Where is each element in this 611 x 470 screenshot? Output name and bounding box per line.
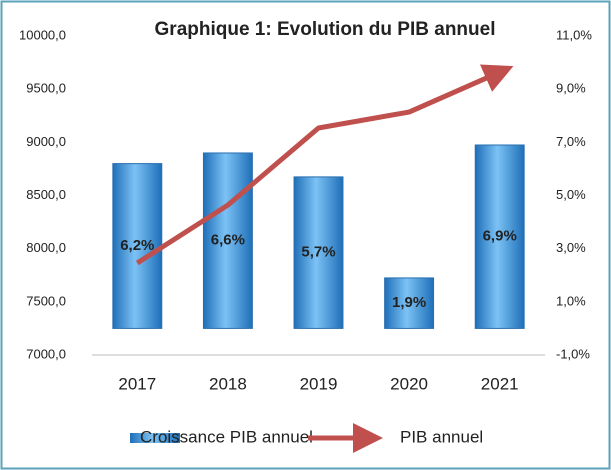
y-tick-label: 9500,0 (26, 81, 66, 96)
bar (293, 176, 344, 329)
bar (202, 152, 253, 329)
line (135, 64, 514, 266)
chart-title: Graphique 1: Evolution du PIB annuel (155, 19, 496, 40)
value-label: 6,2% (120, 237, 154, 254)
x-tick-label: 2017 (118, 374, 156, 393)
y2-tick-label: 9,0% (556, 81, 586, 96)
bar (112, 163, 163, 329)
legend-swatch (130, 433, 180, 443)
x-tick-label: 2020 (390, 374, 428, 393)
legend-label: PIB annuel (400, 427, 483, 446)
value-label: 6,9% (483, 228, 517, 245)
y-tick-label: 10000,0 (19, 27, 66, 42)
y-tick-label: 7500,0 (26, 293, 66, 308)
x-tick-label: 2019 (300, 374, 338, 393)
y-tick-label: 8500,0 (26, 187, 66, 202)
x-tick-label: 2018 (209, 374, 247, 393)
y-tick-label: 8000,0 (26, 240, 66, 255)
value-label: 5,7% (301, 244, 335, 261)
legend-label: Croissance PIB annuel (140, 427, 313, 446)
y2-tick-label: 11,0% (556, 27, 592, 42)
value-label: 1,9% (392, 294, 426, 311)
y2-tick-label: 5,0% (556, 187, 586, 202)
bar (384, 277, 435, 329)
value-label: 6,6% (211, 232, 245, 249)
y2-tick-label: 1,0% (556, 293, 586, 308)
x-tick-label: 2021 (481, 374, 519, 393)
bar (474, 144, 525, 329)
y2-tick-label: 7,0% (556, 134, 586, 149)
y2-tick-label: 3,0% (556, 240, 586, 255)
y-tick-label: 7000,0 (26, 346, 66, 361)
y-tick-label: 9000,0 (26, 134, 66, 149)
y2-tick-label: -1,0% (556, 346, 590, 361)
